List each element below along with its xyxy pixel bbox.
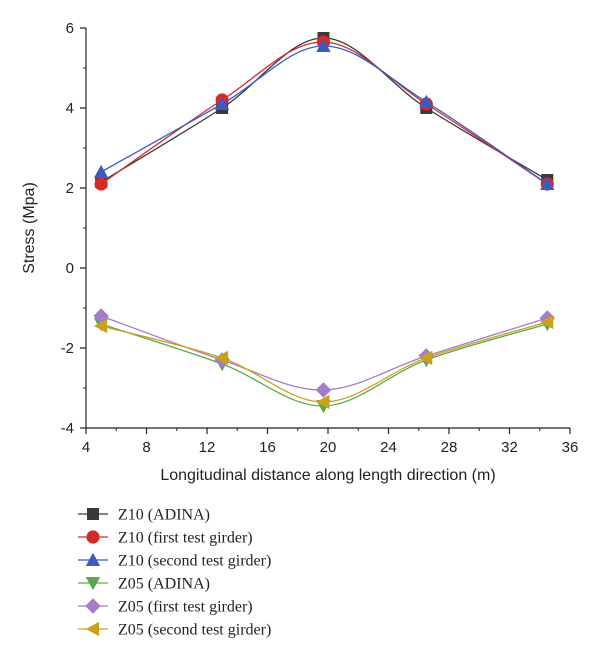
x-tick-label: 4 (82, 439, 90, 456)
legend-label: Z05 (second test girder) (118, 622, 271, 639)
legend-marker (87, 508, 99, 520)
series-line (100, 37, 548, 183)
data-point (93, 318, 108, 334)
series-5 (93, 314, 554, 410)
data-point (540, 176, 555, 190)
legend-label: Z10 (ADINA) (118, 507, 210, 524)
series-4 (93, 308, 556, 398)
legend-item: Z05 (second test girder) (78, 622, 271, 639)
series-2 (93, 38, 555, 190)
series-line (100, 41, 548, 185)
legend-item: Z10 (ADINA) (78, 507, 210, 524)
x-tick-label: 24 (380, 439, 397, 456)
series-line (100, 45, 548, 185)
legend-marker (85, 621, 99, 637)
data-point (419, 350, 433, 366)
data-point (316, 394, 330, 410)
legend-item: Z10 (first test girder) (78, 530, 253, 547)
data-point (316, 38, 331, 52)
y-tick-label: 0 (66, 260, 74, 277)
y-axis-title: Stress (Mpa) (21, 182, 38, 274)
legend-item: Z05 (first test girder) (78, 598, 253, 616)
x-tick-label: 12 (199, 439, 216, 456)
x-tick-label: 28 (441, 439, 458, 456)
legend-label: Z10 (second test girder) (118, 553, 271, 570)
series-line (100, 315, 548, 391)
y-tick-label: 2 (66, 180, 74, 197)
x-tick-label: 8 (142, 439, 150, 456)
series-1 (94, 35, 554, 191)
legend-label: Z10 (first test girder) (118, 530, 253, 547)
data-point (540, 314, 554, 330)
legend-marker (85, 577, 101, 591)
x-tick-label: 32 (501, 439, 518, 456)
legend-label: Z05 (ADINA) (118, 576, 210, 593)
legend: Z10 (ADINA) Z10 (first test girder) Z10 (s… (78, 507, 271, 639)
y-tick-label: 6 (66, 20, 74, 37)
y-tick-label: 4 (66, 100, 74, 117)
data-point (419, 94, 434, 108)
data-point (94, 177, 108, 191)
data-point (539, 310, 556, 326)
legend-marker (86, 530, 100, 544)
series-0 (95, 32, 554, 188)
legend-marker (85, 598, 101, 614)
data-point (93, 164, 109, 178)
axes (80, 27, 571, 434)
legend-item: Z10 (second test girder) (78, 553, 271, 570)
data-point (93, 308, 109, 324)
data-point (315, 382, 332, 398)
y-tick-label: -2 (61, 340, 74, 357)
series-lines (93, 32, 556, 414)
x-tick-label: 16 (259, 439, 276, 456)
data-point (214, 350, 229, 366)
legend-label: Z05 (first test girder) (118, 599, 253, 616)
x-tick-label: 36 (562, 439, 579, 456)
legend-item: Z05 (ADINA) (78, 576, 210, 593)
x-axis-title: Longitudinal distance along length direc… (160, 467, 495, 484)
legend-marker (85, 552, 101, 566)
x-tick-label: 20 (320, 439, 337, 456)
y-tick-label: -4 (61, 420, 74, 437)
data-point (214, 96, 230, 110)
